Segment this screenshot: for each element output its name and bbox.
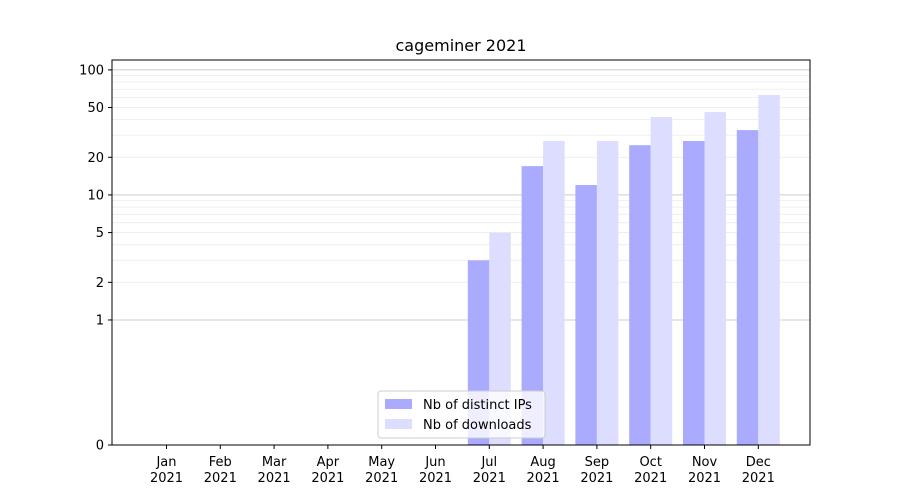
grid-lines xyxy=(112,69,810,321)
legend-label: Nb of distinct IPs xyxy=(423,398,532,413)
x-tick-label-month: Aug xyxy=(530,455,555,470)
x-tick-label-year: 2021 xyxy=(365,471,398,486)
x-tick-label-month: Nov xyxy=(692,455,718,470)
y-tick-label: 5 xyxy=(96,226,104,241)
legend-box xyxy=(377,390,546,439)
bar-downloads xyxy=(650,117,673,445)
x-tick-label-month: Feb xyxy=(209,455,232,470)
x-tick-label-month: May xyxy=(368,455,395,470)
x-tick-label-year: 2021 xyxy=(150,471,183,486)
bar-downloads xyxy=(758,94,780,446)
x-tick-label-month: Apr xyxy=(317,455,340,470)
bar-distinct-ips xyxy=(629,145,651,445)
y-tick-label: 10 xyxy=(87,188,104,203)
x-tick-label-year: 2021 xyxy=(204,471,237,486)
bar-distinct-ips xyxy=(683,140,705,445)
plot-frame xyxy=(111,59,811,446)
x-tick-label-year: 2021 xyxy=(311,471,344,486)
x-tick-label-year: 2021 xyxy=(527,471,560,486)
bar-downloads xyxy=(543,140,565,445)
y-tick-label: 1 xyxy=(96,313,104,328)
x-tick-label-month: Dec xyxy=(746,455,771,470)
x-axis: Jan2021Feb2021Mar2021Apr2021May2021Jun20… xyxy=(150,445,775,486)
bar-distinct-ips xyxy=(575,185,597,445)
x-tick-label-month: Oct xyxy=(639,455,661,470)
legend-swatch xyxy=(385,399,412,409)
chart-title: cageminer 2021 xyxy=(396,36,527,55)
x-tick-label-month: Jul xyxy=(480,455,497,470)
y-axis: 0 1 2 5 10 20 50 100 xyxy=(79,63,112,454)
y-tick-label: 100 xyxy=(79,63,104,78)
y-tick-label: 20 xyxy=(87,151,104,166)
x-tick-label-month: Jun xyxy=(424,455,445,470)
legend-swatch xyxy=(385,419,412,429)
x-tick-label-year: 2021 xyxy=(580,471,613,486)
legend: Nb of distinct IPs Nb of downloads xyxy=(377,390,546,439)
x-tick-label-month: Mar xyxy=(262,455,287,470)
bar-downloads xyxy=(596,140,619,445)
bar-downloads xyxy=(704,112,726,445)
y-tick-label: 2 xyxy=(96,276,104,291)
y-tick-label: 0 xyxy=(96,439,104,454)
bar-distinct-ips xyxy=(736,130,759,445)
x-tick-label-year: 2021 xyxy=(473,471,506,486)
bars xyxy=(467,94,780,446)
x-tick-label-year: 2021 xyxy=(634,471,667,486)
x-tick-label-year: 2021 xyxy=(419,471,452,486)
x-tick-label-month: Sep xyxy=(585,455,610,470)
legend-label: Nb of downloads xyxy=(423,418,532,433)
bar-distinct-ips xyxy=(521,166,544,445)
x-tick-label-year: 2021 xyxy=(742,471,775,486)
x-tick-label-year: 2021 xyxy=(688,471,721,486)
x-tick-label-year: 2021 xyxy=(258,471,291,486)
y-tick-label: 50 xyxy=(87,101,104,116)
x-tick-label-month: Jan xyxy=(155,455,176,470)
